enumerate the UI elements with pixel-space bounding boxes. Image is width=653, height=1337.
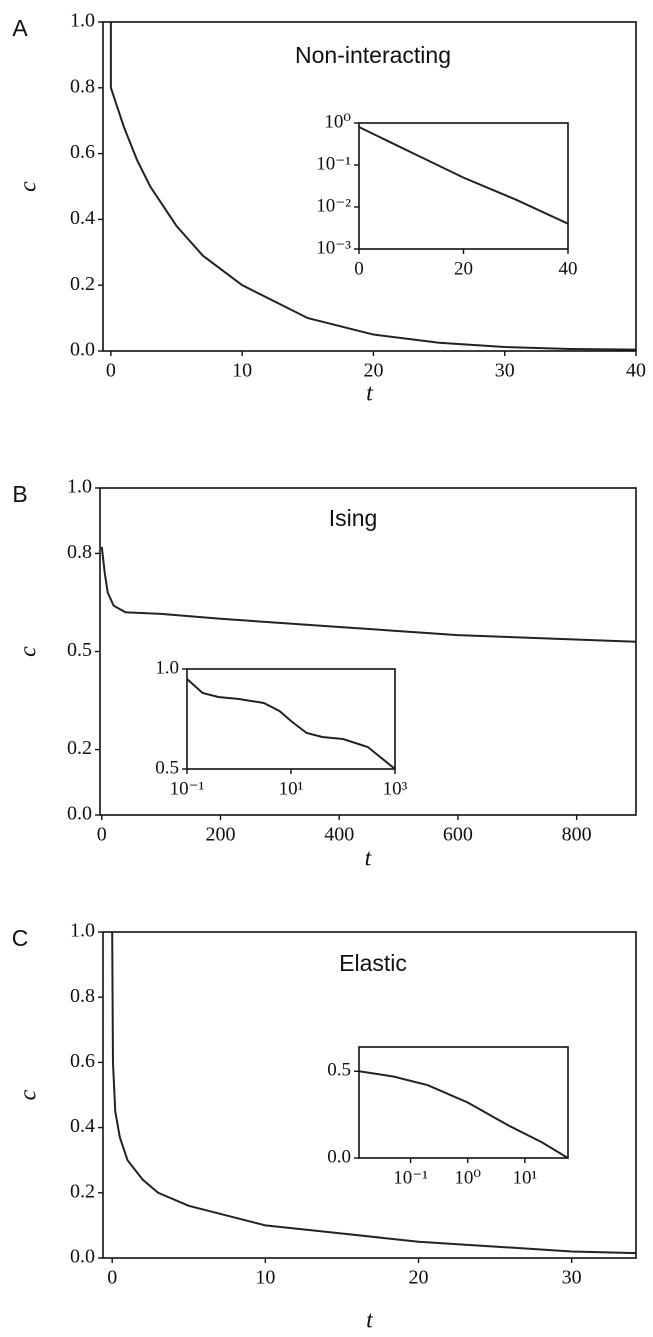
- inset: 0 20 40 10⁰ 10⁻¹ 10⁻² 10⁻³: [316, 111, 577, 279]
- axes-frame: [102, 21, 637, 352]
- x-tick-label: 10⁻¹: [170, 778, 205, 799]
- annotation: Elastic: [339, 950, 407, 976]
- x-axis-label: t: [366, 381, 374, 407]
- x-tick-label: 10: [255, 1267, 275, 1289]
- x-tick-label: 0: [97, 824, 107, 846]
- y-axis-label: c: [16, 181, 42, 192]
- x-tick-label: 10⁰: [454, 1167, 481, 1188]
- y-tick-label: 0.8: [70, 75, 95, 97]
- x-tick-label: 40: [626, 360, 646, 382]
- x-tick-label: 0: [106, 360, 116, 382]
- panel: 0 10 20 30 0.0 0.2 0.4 0.6 0.8 1.0 t c C Elastic: [12, 920, 637, 1334]
- inset-bg: [187, 669, 395, 769]
- x-tick-label: 20: [454, 258, 473, 279]
- panel-label: A: [12, 15, 28, 41]
- y-tick-label: 1.0: [70, 920, 95, 942]
- x-tick-label: 0: [354, 258, 364, 279]
- x-tick-label: 30: [562, 1267, 582, 1289]
- y-tick-label: 10⁻³: [316, 237, 351, 258]
- y-axis-label: c: [16, 646, 42, 657]
- x-tick-label: 20: [363, 360, 383, 382]
- y-tick-label: 10⁰: [324, 111, 351, 132]
- y-tick-label: 10⁻²: [316, 195, 351, 216]
- data-line: [100, 546, 636, 643]
- y-tick-label: 0.5: [155, 757, 179, 778]
- x-axis-label: t: [366, 1308, 374, 1334]
- annotation: Ising: [329, 505, 378, 531]
- x-tick-label: 10¹: [512, 1167, 537, 1188]
- y-tick-label: 0.8: [67, 541, 92, 563]
- x-tick-label: 800: [562, 824, 592, 846]
- y-tick-label: 0.2: [70, 1180, 95, 1202]
- x-tick-label: 10¹: [279, 778, 304, 799]
- y-tick-label: 1.0: [70, 10, 95, 32]
- x-tick-label: 10⁻¹: [393, 1167, 428, 1188]
- y-tick-label: 0.2: [70, 273, 95, 295]
- y-tick-label: 0.5: [327, 1060, 351, 1081]
- y-tick-label: 0.0: [327, 1146, 351, 1167]
- x-tick-label: 200: [205, 824, 235, 846]
- y-tick-label: 0.4: [70, 1115, 95, 1137]
- data-line: [109, 22, 636, 351]
- inset-bg: [359, 1047, 568, 1158]
- x-tick-label: 400: [324, 824, 354, 846]
- y-tick-label: 1.0: [67, 476, 92, 498]
- data-line: [187, 678, 395, 770]
- y-tick-label: 1.0: [155, 657, 179, 678]
- y-tick-label: 0.8: [70, 985, 95, 1007]
- x-tick-label: 600: [443, 824, 473, 846]
- y-tick-label: 10⁻¹: [316, 153, 351, 174]
- y-tick-label: 0.2: [67, 737, 92, 759]
- panel: 0 200 400 600 800 0.0 0.2 0.5 0.8 1.0 t c B Ising: [12, 476, 637, 872]
- x-tick-label: 20: [409, 1267, 429, 1289]
- y-tick-label: 0.6: [70, 141, 95, 163]
- inset: 10⁻¹ 10⁰ 10¹ 0.0 0.5: [327, 1046, 569, 1188]
- axes-frame: [358, 1046, 569, 1159]
- panel-label: C: [12, 925, 29, 951]
- y-tick-label: 0.5: [67, 639, 92, 661]
- data-line: [111, 931, 636, 1255]
- panel: 0 10 20 30 40 0.0 0.2 0.4 0.6 0.8 1.0 t c A Non-intera…: [12, 10, 646, 407]
- x-axis-label: t: [365, 846, 373, 872]
- data-line: [359, 1070, 568, 1159]
- y-tick-label: 0.6: [70, 1050, 95, 1072]
- inset: 10⁻¹ 10¹ 10³ 0.5 1.0: [155, 657, 407, 799]
- y-tick-label: 0.0: [70, 1246, 95, 1268]
- y-tick-label: 0.0: [70, 339, 95, 361]
- x-tick-label: 10: [232, 360, 252, 382]
- annotation: Non-interacting: [295, 42, 451, 68]
- x-tick-label: 10³: [383, 778, 408, 799]
- panel-label: B: [12, 481, 27, 507]
- data-line: [359, 126, 568, 225]
- axes-frame: [102, 931, 637, 1259]
- x-tick-label: 40: [559, 258, 578, 279]
- x-tick-label: 0: [107, 1267, 117, 1289]
- y-axis-label: c: [16, 1089, 42, 1100]
- x-tick-label: 30: [495, 360, 515, 382]
- y-tick-label: 0.4: [70, 207, 95, 229]
- y-tick-label: 0.0: [67, 803, 92, 825]
